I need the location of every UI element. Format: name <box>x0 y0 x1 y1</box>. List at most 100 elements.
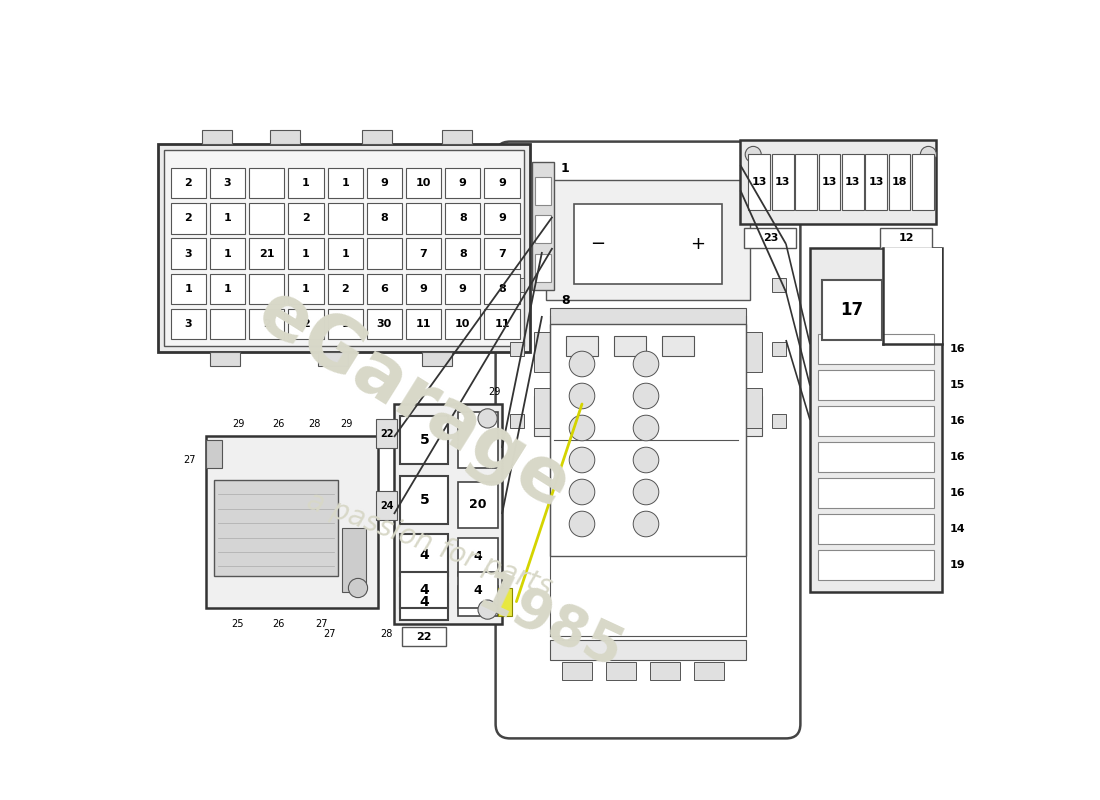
Text: 1: 1 <box>223 249 231 258</box>
Text: 26: 26 <box>272 419 284 429</box>
Bar <box>400 572 449 608</box>
Text: 9: 9 <box>498 178 506 188</box>
Bar <box>250 203 285 234</box>
Text: 3: 3 <box>185 249 192 258</box>
Circle shape <box>634 511 659 537</box>
Bar <box>250 309 285 339</box>
Bar <box>400 416 449 464</box>
Bar <box>889 154 911 210</box>
Bar <box>746 332 762 372</box>
Text: 16: 16 <box>950 344 966 354</box>
Bar <box>328 238 363 269</box>
Bar <box>566 336 598 356</box>
Bar <box>748 154 770 210</box>
Bar <box>484 238 519 269</box>
Text: 9: 9 <box>498 214 506 223</box>
Bar <box>534 332 550 372</box>
Bar <box>342 528 366 592</box>
Bar <box>170 274 206 304</box>
Circle shape <box>478 409 497 428</box>
Text: 6: 6 <box>381 284 388 294</box>
Bar <box>866 154 887 210</box>
Bar <box>842 154 864 210</box>
Text: 23: 23 <box>763 234 779 243</box>
Text: 4: 4 <box>419 548 429 562</box>
Bar <box>442 130 472 144</box>
Circle shape <box>569 383 595 409</box>
Text: 4: 4 <box>474 583 483 597</box>
Text: 16: 16 <box>950 488 966 498</box>
Bar <box>250 168 285 198</box>
Bar <box>202 130 232 144</box>
Text: 16: 16 <box>950 416 966 426</box>
Text: 9: 9 <box>381 178 388 188</box>
Bar <box>458 538 498 576</box>
Circle shape <box>478 600 497 619</box>
Bar <box>662 336 694 356</box>
Bar <box>206 436 378 608</box>
Circle shape <box>921 146 936 162</box>
Circle shape <box>569 415 595 441</box>
Bar <box>164 150 524 346</box>
Text: 8: 8 <box>381 214 388 223</box>
Text: 7: 7 <box>498 249 506 258</box>
Bar <box>550 308 746 328</box>
Bar <box>484 309 519 339</box>
Bar <box>535 177 551 205</box>
Bar <box>818 478 934 508</box>
Bar <box>484 274 519 304</box>
Bar <box>210 168 245 198</box>
Text: 1: 1 <box>341 249 349 258</box>
Text: 1: 1 <box>341 319 349 329</box>
Text: 11: 11 <box>494 319 509 329</box>
Text: 8: 8 <box>561 294 570 306</box>
Bar <box>771 342 786 356</box>
Circle shape <box>634 415 659 441</box>
Circle shape <box>569 511 595 537</box>
Bar <box>366 309 402 339</box>
Text: 1: 1 <box>223 214 231 223</box>
Bar <box>328 168 363 198</box>
Text: 29: 29 <box>340 419 352 429</box>
Circle shape <box>634 479 659 505</box>
Bar <box>650 662 681 680</box>
Bar <box>366 274 402 304</box>
Text: 13: 13 <box>751 177 767 186</box>
Bar <box>614 336 646 356</box>
Bar <box>912 154 934 210</box>
Bar <box>362 130 393 144</box>
Circle shape <box>634 351 659 377</box>
Circle shape <box>349 578 367 598</box>
Text: 19: 19 <box>950 560 966 570</box>
Bar <box>210 203 245 234</box>
Bar <box>771 278 786 292</box>
Text: 28: 28 <box>379 630 393 639</box>
Text: 13: 13 <box>869 177 884 186</box>
Bar <box>606 662 637 680</box>
Text: 1: 1 <box>302 249 310 258</box>
Bar <box>250 238 285 269</box>
Text: 15: 15 <box>950 380 966 390</box>
Text: 26: 26 <box>272 619 284 629</box>
Text: 24: 24 <box>381 501 394 510</box>
Text: 1: 1 <box>223 284 231 294</box>
Bar <box>822 280 882 340</box>
Bar <box>400 476 449 524</box>
Bar <box>818 550 934 580</box>
Bar <box>574 204 722 284</box>
Bar <box>394 404 502 624</box>
Bar <box>562 662 593 680</box>
Bar <box>400 534 449 576</box>
Bar <box>818 406 934 436</box>
Text: 29: 29 <box>232 419 244 429</box>
Text: 2: 2 <box>263 319 271 329</box>
Text: 9: 9 <box>459 284 466 294</box>
Bar <box>818 514 934 544</box>
Bar <box>510 278 525 292</box>
Bar <box>535 254 551 282</box>
Bar <box>288 168 323 198</box>
Text: 4: 4 <box>474 550 483 563</box>
Bar <box>170 168 206 198</box>
Bar <box>446 274 481 304</box>
Text: 1: 1 <box>302 284 310 294</box>
